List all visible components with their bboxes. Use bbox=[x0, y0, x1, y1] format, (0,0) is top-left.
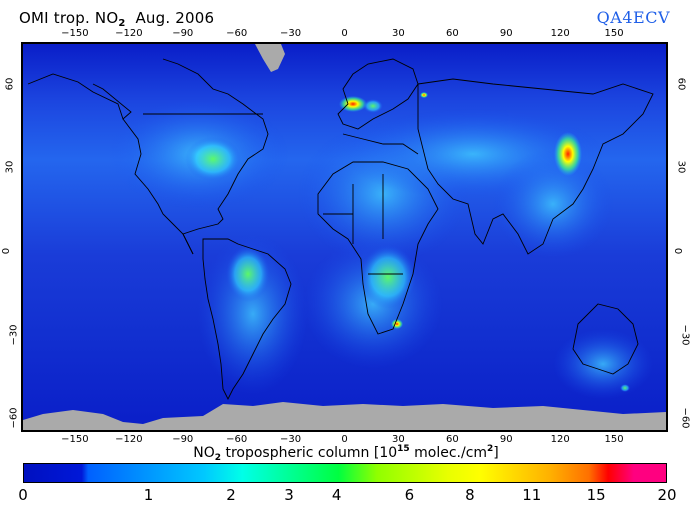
x-tick-label: −150 bbox=[61, 434, 89, 445]
map-canvas bbox=[23, 44, 666, 430]
x-tick-label: −150 bbox=[61, 28, 89, 39]
hotspots bbox=[185, 92, 630, 392]
y-tick-label: 60 bbox=[4, 77, 16, 91]
map-title: OMI trop. NO2 Aug. 2006 bbox=[19, 9, 215, 29]
x-tick-label: 30 bbox=[392, 28, 405, 39]
x-tick-label: 90 bbox=[499, 28, 513, 39]
x-tick-label: 0 bbox=[341, 434, 348, 445]
y-tick-label: −30 bbox=[8, 323, 20, 346]
no2-world-map[interactable] bbox=[21, 42, 668, 432]
x-tick-label: 120 bbox=[550, 28, 570, 39]
x-tick-label: 30 bbox=[392, 434, 405, 445]
y-tick-label: 0 bbox=[672, 247, 684, 255]
colorbar-tick-label: 0 bbox=[18, 486, 28, 504]
colorbar bbox=[23, 463, 667, 483]
x-tick-label: 120 bbox=[550, 434, 570, 445]
colorbar-tick-label: 15 bbox=[586, 486, 606, 504]
y-tick-label: 60 bbox=[675, 77, 687, 91]
x-tick-label: −60 bbox=[226, 434, 248, 445]
y-tick-label: 30 bbox=[675, 160, 687, 174]
y-tick-label: 30 bbox=[4, 160, 16, 174]
x-tick-label: −90 bbox=[172, 28, 194, 39]
colorbar-tick-label: 1 bbox=[143, 486, 154, 504]
x-tick-label: −30 bbox=[280, 28, 302, 39]
x-tick-label: 90 bbox=[499, 434, 513, 445]
x-tick-label: 150 bbox=[604, 28, 624, 39]
coastlines bbox=[27, 58, 654, 401]
y-tick-label: 0 bbox=[1, 247, 13, 255]
x-tick-label: −90 bbox=[172, 434, 194, 445]
x-tick-label: −120 bbox=[115, 434, 143, 445]
x-tick-label: 150 bbox=[604, 434, 624, 445]
colorbar-tick-label: 2 bbox=[226, 486, 236, 504]
colorbar-tick-label: 11 bbox=[522, 486, 542, 504]
x-tick-label: 60 bbox=[445, 28, 459, 39]
x-tick-label: −60 bbox=[226, 28, 248, 39]
x-tick-label: −120 bbox=[115, 28, 143, 39]
colorbar-tick-label: 6 bbox=[404, 486, 415, 504]
y-tick-label: −30 bbox=[679, 323, 691, 346]
colorbar-title: NO2 tropospheric column [1015 molec./cm2… bbox=[193, 444, 499, 463]
no-data-regions bbox=[23, 44, 666, 430]
x-tick-label: 60 bbox=[445, 434, 459, 445]
y-tick-label: −60 bbox=[8, 407, 20, 429]
colorbar-tick-label: 8 bbox=[465, 486, 475, 504]
x-tick-label: −30 bbox=[280, 434, 302, 445]
x-tick-label: 0 bbox=[341, 28, 348, 39]
colorbar-tick-label: 4 bbox=[331, 486, 342, 504]
y-tick-label: −60 bbox=[679, 407, 691, 429]
colorbar-tick-label: 3 bbox=[284, 486, 294, 504]
colorbar-tick-label: 20 bbox=[657, 486, 677, 504]
brand-label: QA4ECV bbox=[596, 8, 670, 27]
